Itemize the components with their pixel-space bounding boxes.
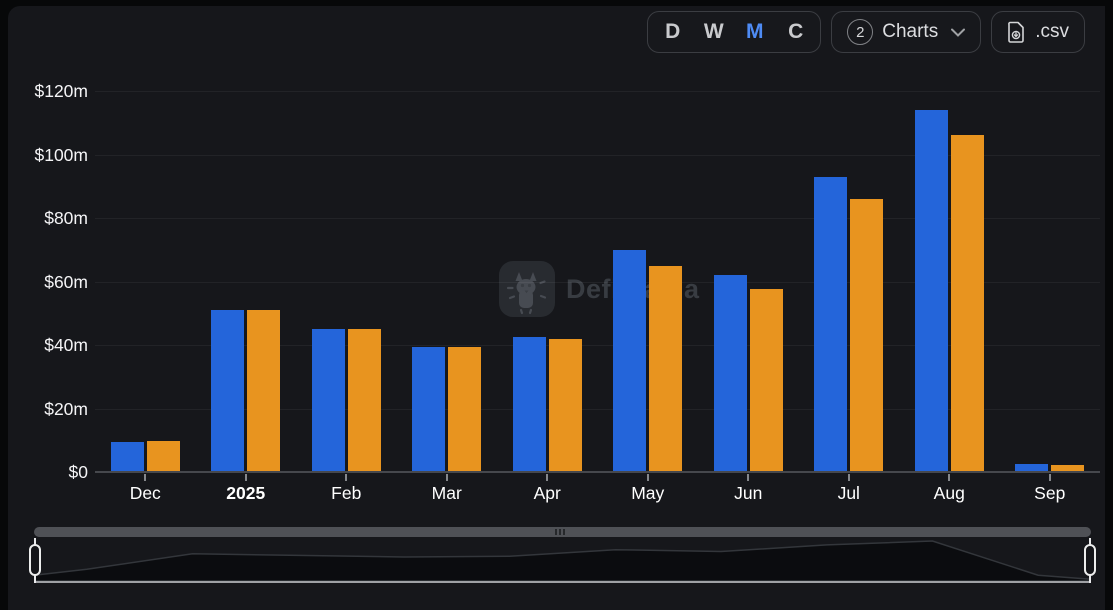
y-axis-label: $60m xyxy=(44,271,88,292)
y-axis-label: $40m xyxy=(44,335,88,355)
x-axis-tick xyxy=(847,474,850,481)
x-axis-label: May xyxy=(631,483,665,503)
bar-orange-series[interactable] xyxy=(247,310,281,472)
interval-m-button[interactable]: M xyxy=(734,12,775,52)
bar-group-aug[interactable]: Aug xyxy=(899,91,1000,503)
gridline xyxy=(95,408,1100,410)
x-axis-tick xyxy=(1048,474,1051,481)
y-axis-label: $0 xyxy=(68,462,88,482)
bar-blue-series[interactable] xyxy=(713,275,747,472)
brush-handle-left[interactable] xyxy=(29,543,41,576)
bar-blue-series[interactable] xyxy=(613,249,647,472)
x-axis-tick xyxy=(646,474,649,481)
bar-blue-series[interactable] xyxy=(914,110,948,472)
chevron-down-icon xyxy=(951,28,966,37)
bar-orange-series[interactable] xyxy=(1051,465,1085,472)
y-axis-label: $120m xyxy=(34,81,88,101)
bar-orange-series[interactable] xyxy=(649,265,683,472)
bar-blue-series[interactable] xyxy=(412,346,446,472)
x-axis-label: Aug xyxy=(933,483,965,503)
gridline xyxy=(95,345,1100,346)
csv-button-label: .csv xyxy=(1035,21,1069,42)
x-axis-tick xyxy=(948,474,951,481)
gridline xyxy=(95,281,1100,283)
x-axis-tick xyxy=(144,474,147,481)
x-axis-tick xyxy=(546,474,549,481)
csv-download-button[interactable]: .csv xyxy=(991,11,1085,53)
interval-c-button[interactable]: C xyxy=(775,12,816,52)
bar-orange-series[interactable] xyxy=(850,198,884,472)
bar-orange-series[interactable] xyxy=(548,338,582,472)
gridline xyxy=(95,154,1100,156)
bar-blue-series[interactable] xyxy=(211,310,245,472)
x-axis-label: Mar xyxy=(431,483,462,503)
brush-handle-right[interactable] xyxy=(1084,543,1096,576)
x-axis-tick xyxy=(747,474,750,481)
bar-blue-series[interactable] xyxy=(1015,464,1049,472)
bar-group-apr[interactable]: Apr xyxy=(497,91,598,503)
bar-orange-series[interactable] xyxy=(146,441,180,472)
interval-d-button[interactable]: D xyxy=(652,12,693,52)
bar-blue-series[interactable] xyxy=(814,176,848,472)
bar-group-mar[interactable]: Mar xyxy=(397,91,498,503)
bar-orange-series[interactable] xyxy=(950,135,984,472)
charts-dropdown-label: Charts xyxy=(882,21,939,42)
bar-plot-area[interactable]: Dec 2025 Feb Mar Apr May Jun Jul Aug Sep xyxy=(95,91,1101,503)
bar-group-may[interactable]: May xyxy=(598,91,699,503)
bar-blue-series[interactable] xyxy=(311,329,345,472)
charts-dropdown-button[interactable]: 2 Charts xyxy=(831,11,982,53)
x-axis-line xyxy=(95,471,1100,473)
download-file-icon xyxy=(1008,21,1025,43)
y-axis-label: $80m xyxy=(44,208,88,228)
range-brush[interactable] xyxy=(29,538,1096,583)
defillama-logo-icon xyxy=(499,261,555,317)
x-axis-tick xyxy=(445,474,448,481)
range-preview-area xyxy=(34,540,1091,581)
x-axis-label: Apr xyxy=(533,483,561,503)
bar-group-jun[interactable]: Jun xyxy=(698,91,799,503)
x-axis-tick xyxy=(244,474,247,481)
x-axis-label: Jun xyxy=(734,483,763,503)
bar-orange-series[interactable] xyxy=(749,289,783,472)
x-axis-label: Dec xyxy=(129,483,161,503)
y-axis-label: $100m xyxy=(34,144,88,165)
gridline xyxy=(95,91,1100,92)
x-axis-tick xyxy=(345,474,348,481)
zoom-scrollbar[interactable] xyxy=(34,527,1091,537)
gridline xyxy=(95,218,1100,219)
bar-group-feb[interactable]: Feb xyxy=(296,91,397,503)
bar-orange-series[interactable] xyxy=(347,329,381,472)
y-axis-label: $20m xyxy=(44,398,88,419)
bar-group-dec[interactable]: Dec xyxy=(95,91,196,503)
x-axis-label: Jul xyxy=(837,483,860,503)
bar-blue-series[interactable] xyxy=(512,337,546,472)
bar-group-jul[interactable]: Jul xyxy=(799,91,900,503)
charts-count-badge: 2 xyxy=(847,19,874,45)
interval-w-button[interactable]: W xyxy=(693,12,734,52)
x-axis-label: Sep xyxy=(1034,483,1066,503)
x-axis-label: Feb xyxy=(331,483,362,503)
bar-group-2025[interactable]: 2025 xyxy=(196,91,297,503)
bar-group-sep[interactable]: Sep xyxy=(1000,91,1101,503)
x-axis-label: 2025 xyxy=(226,483,266,503)
bar-orange-series[interactable] xyxy=(448,346,482,472)
bar-blue-series[interactable] xyxy=(110,441,144,472)
drag-grip-icon[interactable] xyxy=(554,529,565,535)
